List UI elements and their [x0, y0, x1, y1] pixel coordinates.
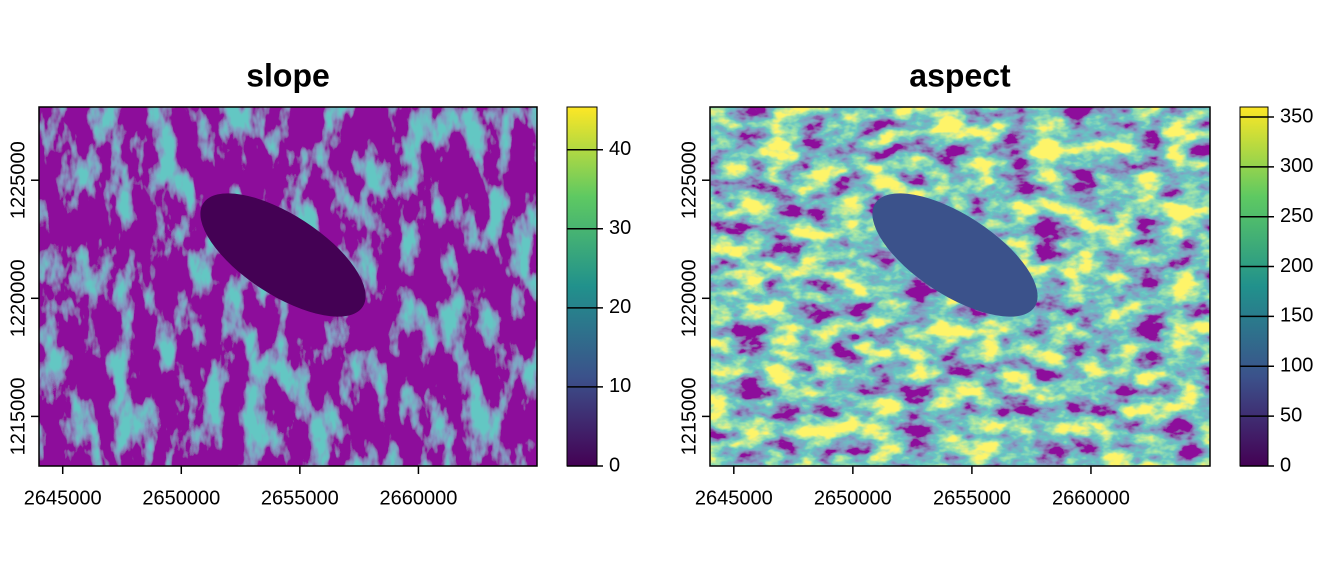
y-tick-label: 1215000: [678, 377, 700, 455]
colorbar-tick-label: 30: [609, 217, 631, 239]
plot-frame: [38, 106, 538, 467]
x-tick-label: 2660000: [379, 487, 457, 509]
x-tick-label: 2650000: [142, 487, 220, 509]
y-tick-label: 1220000: [678, 259, 700, 337]
plot-frame: [709, 106, 1211, 467]
x-tick-label: 2645000: [24, 487, 102, 509]
chart-title: aspect: [909, 57, 1011, 93]
colorbar-tick-label: 0: [1280, 454, 1291, 476]
colorbar-tick-label: 350: [1280, 105, 1313, 127]
y-tick-label: 1225000: [7, 141, 29, 219]
x-tick-label: 2655000: [261, 487, 339, 509]
y-tick-label: 1220000: [7, 259, 29, 337]
x-tick-label: 2650000: [814, 487, 892, 509]
y-tick-label: 1215000: [7, 377, 29, 455]
colorbar-tick-label: 150: [1280, 305, 1313, 327]
chart-title: slope: [246, 57, 330, 93]
colorbar-tick-label: 50: [1280, 404, 1302, 426]
x-tick-label: 2655000: [933, 487, 1011, 509]
x-tick-label: 2660000: [1052, 487, 1130, 509]
raster-lake: [200, 193, 366, 317]
raster-lake: [872, 193, 1038, 317]
colorbar-tick-label: 40: [609, 138, 631, 160]
colorbar: [1239, 106, 1269, 467]
colorbar-tick-label: 20: [609, 296, 631, 318]
y-tick-label: 1225000: [678, 141, 700, 219]
colorbar-tick-label: 0: [609, 454, 620, 476]
colorbar: [566, 106, 598, 467]
colorbar-tick-label: 250: [1280, 205, 1313, 227]
colorbar-tick-label: 200: [1280, 255, 1313, 277]
colorbar-tick-label: 300: [1280, 155, 1313, 177]
x-tick-label: 2645000: [695, 487, 773, 509]
colorbar-tick-label: 10: [609, 375, 631, 397]
colorbar-tick-label: 100: [1280, 355, 1313, 377]
